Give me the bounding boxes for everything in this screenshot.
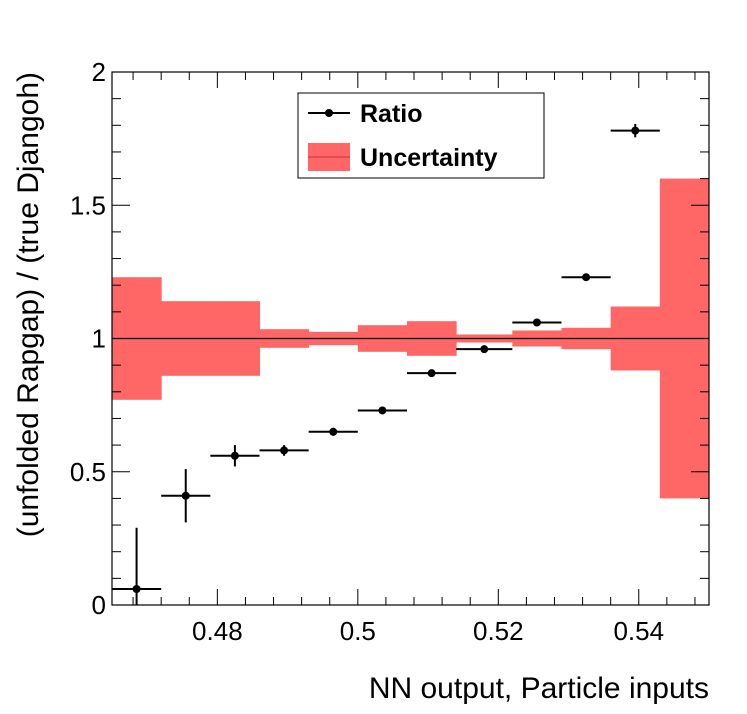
- ratio-point-2-marker: [230, 451, 239, 460]
- legend-ratio-label: Ratio: [360, 100, 423, 128]
- y-tick-label-3: 1.5: [70, 190, 106, 220]
- ratio-point-1-marker: [181, 491, 190, 500]
- ratio-point-7-marker: [480, 345, 489, 354]
- y-tick-label-0: 0: [92, 590, 106, 620]
- axis-ticks-layer: [112, 71, 709, 606]
- legend-ratio-marker: [325, 109, 333, 117]
- ratio-point-7: [456, 345, 513, 354]
- x-axis-title: NN output, Particle inputs: [369, 672, 709, 705]
- ratio-point-3: [259, 445, 309, 456]
- ratio-point-0: [112, 527, 162, 605]
- ratio-point-3-marker: [280, 446, 289, 455]
- y-tick-label-2: 1: [92, 324, 106, 354]
- ratio-point-9: [561, 273, 611, 282]
- x-tick-label-1: 0.5: [340, 616, 376, 646]
- ratio-point-6: [406, 369, 457, 378]
- ratio-point-4-marker: [329, 427, 338, 436]
- ratio-point-0-marker: [132, 585, 141, 594]
- ratio-point-4: [308, 427, 358, 436]
- tick-labels-layer: 0.48 0.5 0.52 0.54 0 0.5 1 1.5 2: [70, 57, 664, 646]
- ratio-points-layer: [112, 123, 660, 605]
- ratio-point-8-marker: [532, 318, 541, 327]
- y-tick-label-1: 0.5: [70, 457, 106, 487]
- ratio-point-9-marker: [582, 273, 591, 282]
- legend-uncertainty-label: Uncertainty: [360, 144, 498, 172]
- ratio-point-1: [161, 469, 211, 523]
- ratio-point-10: [610, 123, 660, 138]
- ratio-point-10-marker: [631, 126, 640, 135]
- ratio-point-8: [512, 318, 562, 327]
- ratio-point-5: [357, 406, 407, 415]
- x-tick-label-3: 0.54: [613, 616, 664, 646]
- y-tick-label-4: 2: [92, 57, 106, 87]
- y-axis-title: (unfolded Rapgap) / (true Djangoh): [12, 72, 45, 537]
- x-tick-label-2: 0.52: [473, 616, 524, 646]
- x-tick-label-0: 0.48: [192, 616, 243, 646]
- ratio-point-2: [210, 445, 260, 467]
- legend: Ratio Uncertainty: [297, 92, 545, 179]
- ratio-point-5-marker: [378, 406, 387, 415]
- ratio-point-6-marker: [427, 369, 436, 378]
